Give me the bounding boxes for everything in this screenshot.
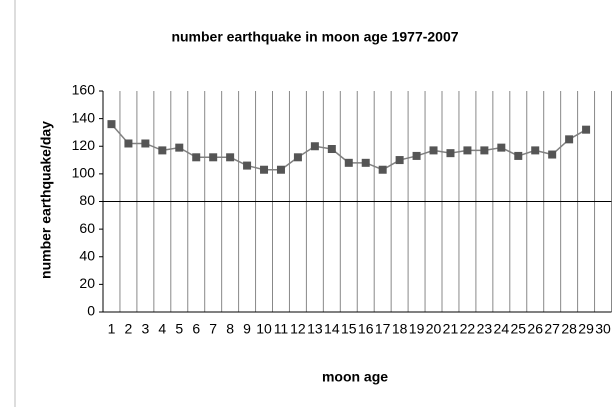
- data-point: [293, 153, 302, 162]
- x-tick-label: 2: [125, 321, 133, 337]
- data-point: [327, 145, 336, 154]
- y-tick-label: 120: [72, 137, 96, 153]
- data-point: [243, 161, 252, 170]
- x-tick-label: 3: [141, 321, 149, 337]
- x-tick-label: 17: [375, 321, 391, 337]
- x-tick-label: 11: [274, 321, 289, 337]
- y-tick-label: 160: [72, 82, 96, 98]
- x-tick-label: 21: [443, 321, 459, 337]
- data-point: [226, 153, 235, 162]
- x-tick-label: 1: [108, 321, 116, 337]
- x-tick-label: 18: [392, 321, 408, 337]
- x-tick-label: 14: [324, 321, 340, 337]
- x-tick-label: 22: [460, 321, 476, 337]
- data-point: [429, 146, 438, 155]
- data-point: [548, 150, 557, 159]
- x-tick-label: 25: [510, 321, 526, 337]
- data-point: [107, 120, 116, 129]
- data-point: [565, 135, 574, 144]
- x-tick-label: 13: [307, 321, 323, 337]
- data-point: [514, 151, 523, 160]
- x-tick-label: 29: [578, 321, 594, 337]
- data-point: [497, 143, 506, 152]
- x-tick-label: 7: [209, 321, 217, 337]
- x-tick-label: 20: [426, 321, 442, 337]
- x-tick-label: 28: [561, 321, 577, 337]
- data-point: [378, 165, 387, 174]
- x-tick-label: 4: [158, 321, 166, 337]
- data-point: [260, 165, 269, 174]
- data-point: [531, 146, 540, 155]
- x-tick-label: 15: [341, 321, 357, 337]
- x-tick-label: 8: [226, 321, 234, 337]
- data-point: [310, 142, 319, 151]
- x-tick-label: 24: [494, 321, 510, 337]
- chart-title: number earthquake in moon age 1977-2007: [171, 29, 458, 45]
- y-tick-label: 140: [72, 109, 96, 125]
- data-point: [480, 146, 489, 155]
- data-point: [276, 165, 285, 174]
- y-tick-label: 20: [79, 275, 95, 291]
- data-point: [192, 153, 201, 162]
- data-point: [446, 149, 455, 158]
- x-tick-label: 27: [544, 321, 560, 337]
- x-tick-label: 10: [256, 321, 272, 337]
- data-point: [158, 146, 167, 155]
- data-point: [395, 156, 404, 165]
- x-tick-label: 6: [192, 321, 200, 337]
- data-point: [175, 143, 184, 152]
- x-tick-label: 23: [477, 321, 493, 337]
- x-tick-label: 12: [290, 321, 306, 337]
- y-tick-label: 80: [79, 192, 95, 208]
- data-point: [344, 158, 353, 167]
- data-point: [582, 125, 591, 134]
- x-tick-label: 26: [527, 321, 543, 337]
- data-point: [361, 158, 370, 167]
- data-point: [141, 139, 150, 148]
- data-point: [209, 153, 218, 162]
- x-tick-label: 16: [358, 321, 374, 337]
- x-tick-label: 19: [409, 321, 425, 337]
- data-point: [124, 139, 133, 148]
- y-tick-label: 60: [79, 220, 95, 236]
- data-point: [412, 151, 421, 160]
- x-tick-label: 9: [243, 321, 251, 337]
- y-tick-label: 100: [72, 165, 96, 181]
- x-tick-label: 5: [175, 321, 183, 337]
- data-point: [463, 146, 472, 155]
- x-axis-label: moon age: [322, 369, 388, 385]
- y-tick-label: 40: [79, 247, 95, 263]
- x-tick-label: 30: [595, 321, 611, 337]
- y-tick-label: 0: [87, 303, 95, 319]
- y-axis-label: number earthquake/day: [38, 121, 54, 279]
